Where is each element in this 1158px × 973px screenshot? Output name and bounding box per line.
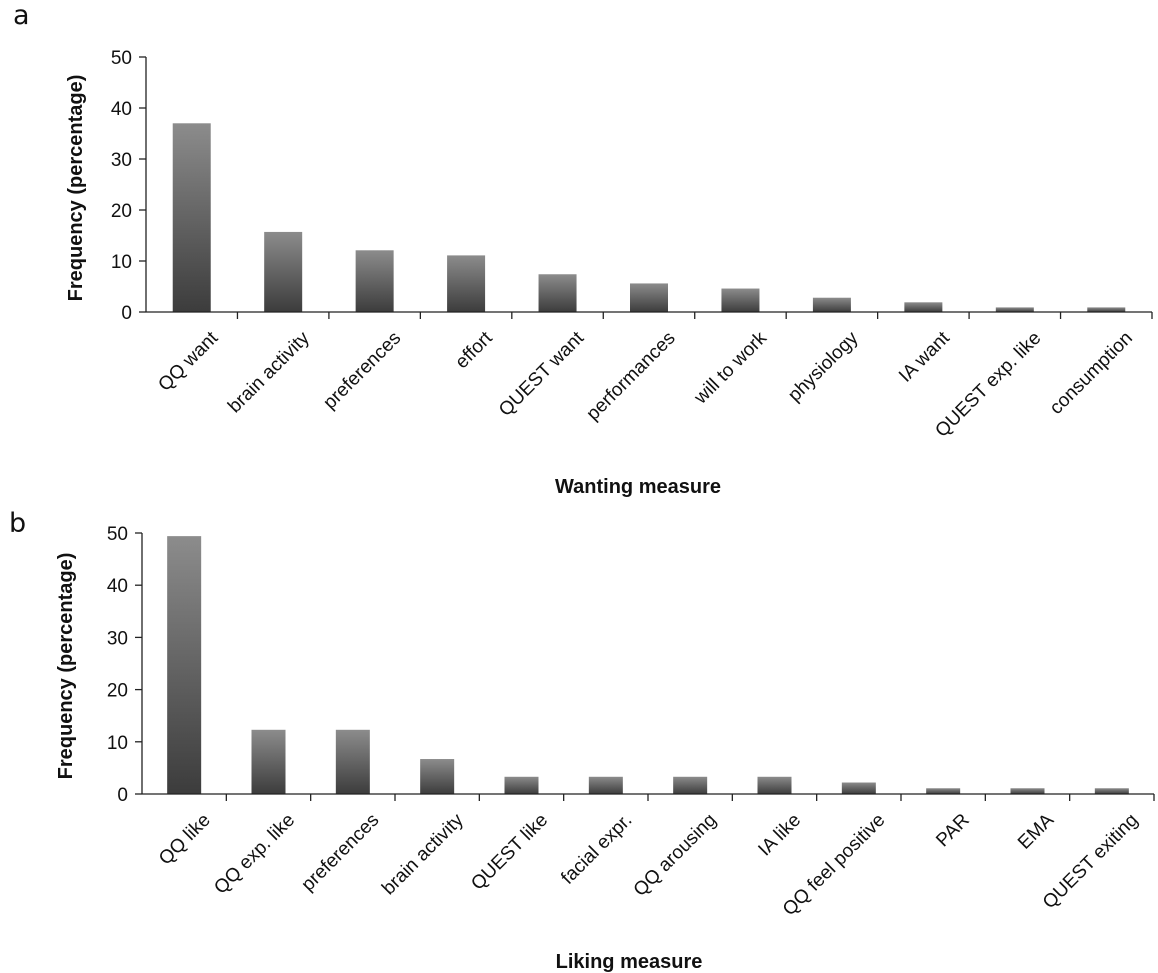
bar-b	[588, 776, 623, 794]
x-tick-label-a: performances	[583, 328, 680, 425]
y-tick-label-a: 20	[111, 201, 132, 222]
bar-a	[264, 231, 303, 312]
x-tick-label-b: QQ exp. like	[210, 810, 299, 899]
bar-b	[926, 788, 961, 794]
x-tick-label-b: PAR	[932, 810, 973, 851]
y-tick-label-b: 20	[107, 681, 128, 702]
bar-a	[995, 307, 1034, 312]
x-tick-label-a: QQ want	[154, 327, 222, 395]
y-tick-label-a: 0	[121, 303, 132, 324]
y-tick-label-a: 40	[111, 99, 132, 120]
x-tick-label-b: facial expr.	[557, 810, 636, 889]
x-tick-label-b: QUEST like	[467, 810, 552, 895]
x-tick-label-b: QQ arousing	[630, 810, 721, 901]
bar-b	[167, 536, 202, 794]
bar-b	[1010, 788, 1045, 794]
x-tick-label-a: brain activity	[224, 327, 314, 417]
x-axis-title-b: Liking measure	[556, 951, 703, 973]
y-tick-label-a: 10	[111, 252, 132, 273]
bars-a	[172, 123, 1126, 312]
y-axis-title-a: Frequency (percentage)	[65, 75, 87, 302]
x-tick-label-a: preferences	[319, 328, 405, 414]
bar-b	[1094, 788, 1129, 794]
bar-b	[757, 776, 792, 794]
bar-b	[841, 782, 876, 794]
chart-panel-a: a Frequency (percentage) Wanting measure…	[13, 0, 1153, 498]
bars-b	[167, 536, 1129, 794]
bar-b	[335, 729, 370, 794]
x-tick-labels-a: QQ want brain activity preferences effortQU…	[154, 327, 1136, 441]
bar-a	[447, 255, 486, 312]
x-tick-label-b: EMA	[1014, 810, 1058, 854]
x-tick-label-a: will to work	[690, 327, 772, 409]
bar-b	[504, 776, 539, 794]
bar-a	[538, 274, 577, 312]
y-axis-title-b: Frequency (percentage)	[55, 553, 77, 780]
x-tick-label-b: preferences	[298, 810, 384, 896]
panel-letter-b: b	[9, 508, 26, 539]
x-tick-label-b: IA like	[754, 810, 805, 861]
bar-a	[172, 123, 211, 312]
y-tick-label-b: 40	[107, 576, 128, 597]
y-tick-label-b: 10	[107, 733, 128, 754]
bar-b	[420, 759, 455, 794]
y-ticks-a: 0 10 20 30 40 50	[111, 48, 146, 324]
x-tick-marks-b	[225, 794, 1155, 801]
bar-a	[355, 250, 394, 312]
bar-b	[251, 729, 286, 794]
x-tick-label-b: QQ like	[155, 810, 215, 870]
y-tick-label-b: 0	[117, 785, 128, 806]
bar-a	[812, 297, 851, 312]
bar-a	[1087, 307, 1126, 312]
x-tick-label-b: brain activity	[378, 809, 468, 899]
bar-a	[630, 283, 668, 312]
bar-b	[673, 776, 708, 794]
y-ticks-b: 0 10 20 30 40 50	[107, 524, 142, 806]
x-tick-label-a: QUEST want	[495, 327, 589, 421]
y-tick-label-a: 50	[111, 48, 132, 69]
y-tick-label-b: 50	[107, 524, 128, 545]
x-tick-label-a: IA want	[895, 327, 954, 386]
panel-letter-a: a	[13, 0, 30, 31]
y-tick-label-b: 30	[107, 628, 128, 649]
x-tick-label-a: effort	[451, 327, 497, 373]
bar-a	[721, 288, 760, 312]
x-tick-marks-a	[236, 312, 1153, 319]
x-tick-label-a: consumption	[1046, 328, 1137, 419]
x-tick-label-a: physiology	[784, 327, 863, 406]
x-axis-title-a: Wanting measure	[555, 476, 721, 498]
chart-panel-b: b Frequency (percentage) Liking measure …	[9, 508, 1155, 973]
y-tick-label-a: 30	[111, 150, 132, 171]
bar-a	[904, 302, 943, 312]
